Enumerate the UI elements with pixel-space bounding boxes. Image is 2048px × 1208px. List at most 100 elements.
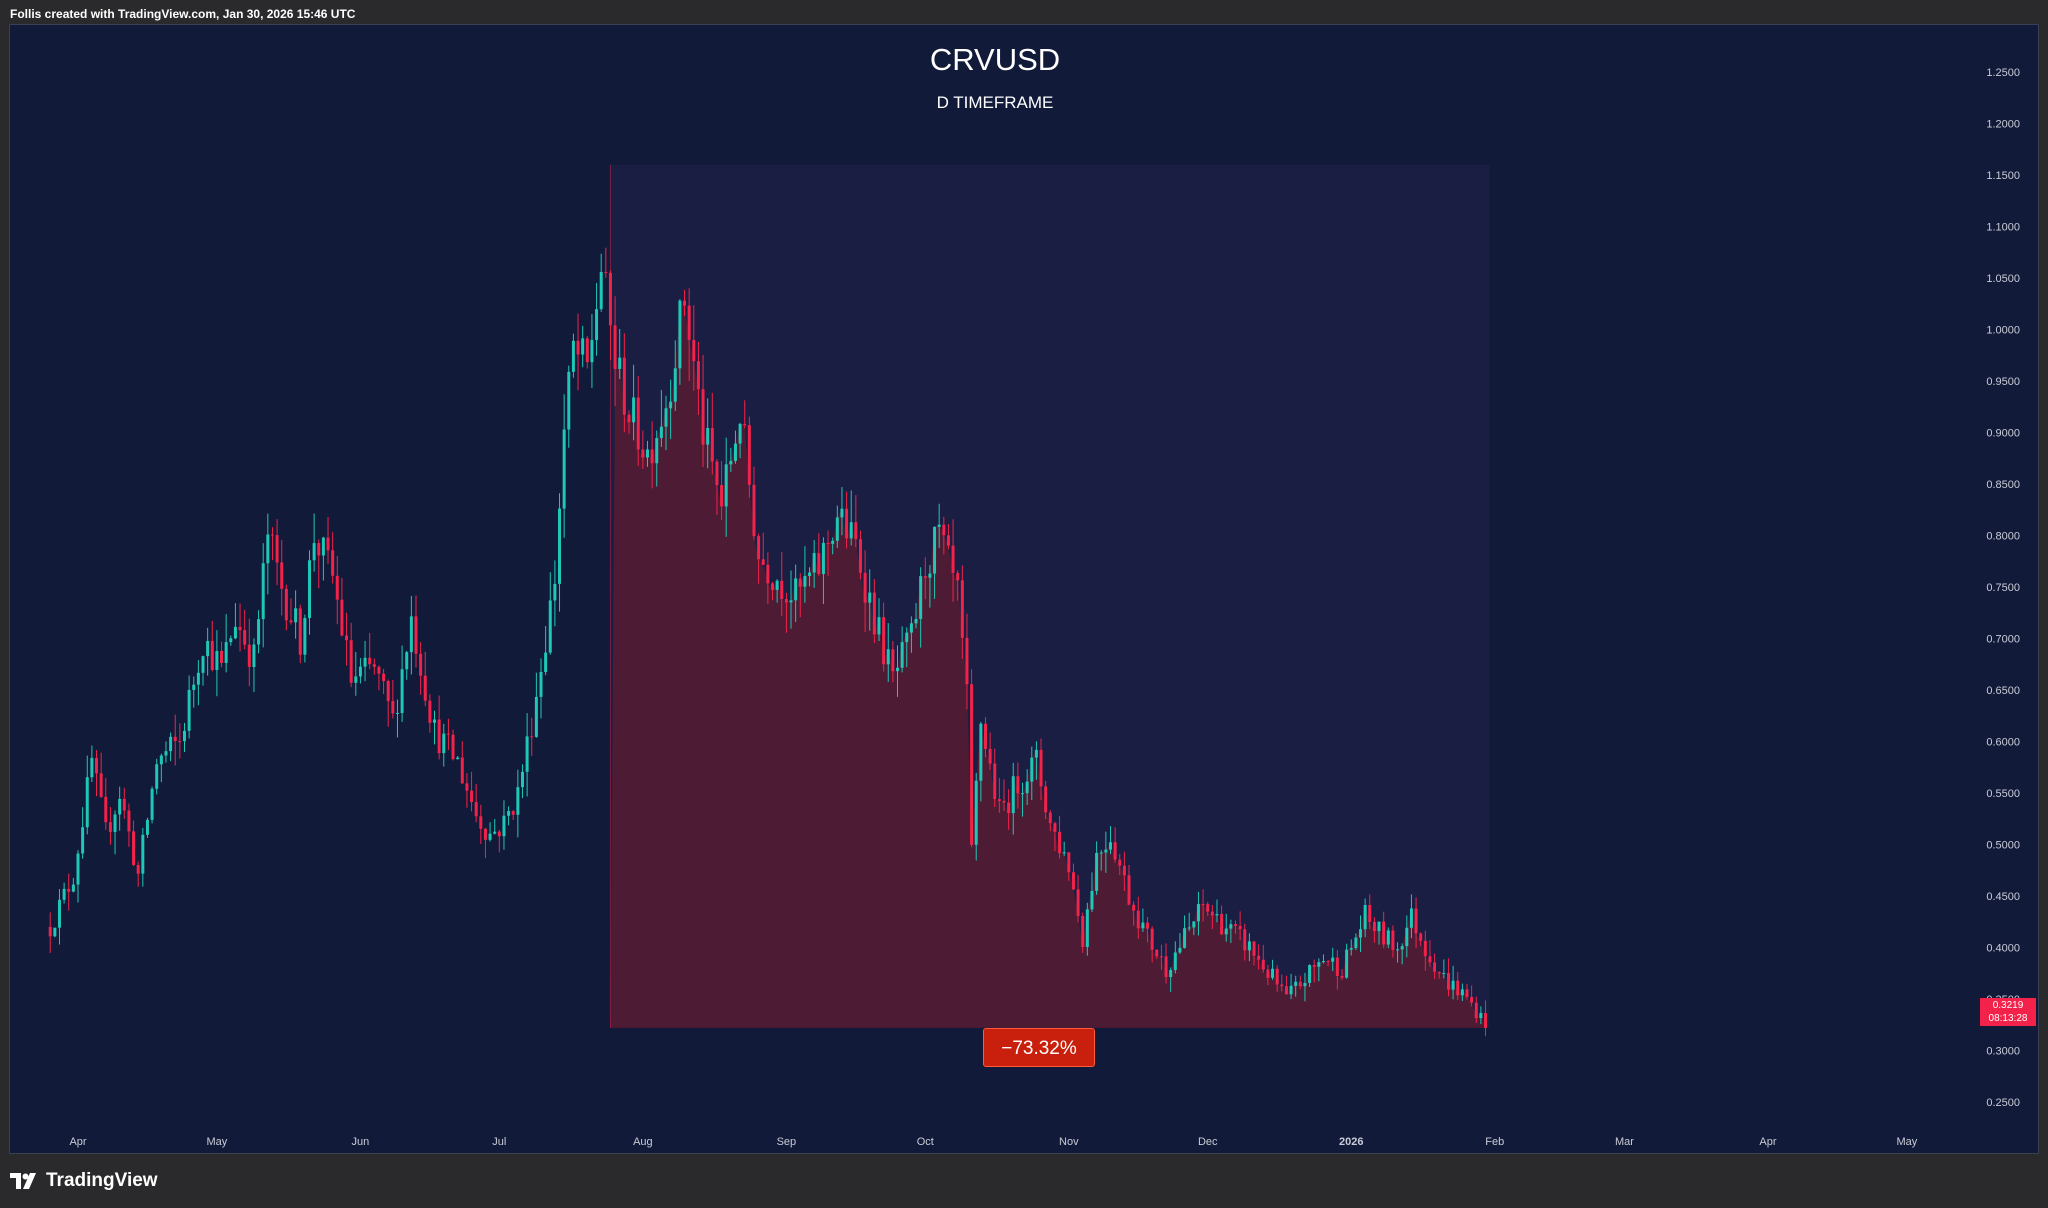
candle-body xyxy=(1021,793,1025,795)
last-price-tag: 0.3219 08:13:28 xyxy=(1980,998,2036,1026)
candle xyxy=(405,650,409,680)
candle-body xyxy=(900,642,904,668)
candle-body xyxy=(1252,941,1256,956)
price-tick-label: 0.7500 xyxy=(1986,582,2020,594)
candle-body xyxy=(919,576,923,619)
candle xyxy=(178,723,182,759)
candle-body xyxy=(1081,915,1085,947)
candle-body xyxy=(284,588,288,621)
candle-body xyxy=(1187,927,1191,929)
candle xyxy=(1331,947,1335,972)
candle-body xyxy=(1442,973,1446,975)
candle-body xyxy=(497,831,501,837)
candle-body xyxy=(270,534,274,536)
tradingview-logo[interactable]: TradingView xyxy=(10,1168,158,1194)
candle xyxy=(1173,941,1177,974)
candle xyxy=(1474,996,1478,1023)
candle xyxy=(1146,916,1150,943)
candle-body xyxy=(733,443,737,461)
candle-body xyxy=(446,733,450,735)
candle xyxy=(562,394,566,538)
candle-body xyxy=(858,539,862,573)
candle-body xyxy=(1377,921,1381,932)
candle xyxy=(127,803,131,847)
candle-body xyxy=(405,652,409,670)
candle-body xyxy=(1071,872,1075,890)
candle xyxy=(238,603,242,652)
candle xyxy=(544,625,548,676)
candle xyxy=(1247,933,1251,962)
candle xyxy=(141,827,145,887)
candle-body xyxy=(928,573,932,578)
candle-body xyxy=(196,672,200,685)
percent-change-badge: −73.32% xyxy=(983,1028,1095,1067)
candle xyxy=(308,550,311,635)
candle xyxy=(99,752,103,798)
candle-body xyxy=(1141,922,1145,929)
candle xyxy=(1234,920,1237,934)
candle-body xyxy=(164,751,168,756)
candle xyxy=(747,416,751,498)
candle xyxy=(1127,864,1131,906)
candle xyxy=(761,532,765,565)
candle-body xyxy=(1257,955,1261,960)
chart-title: CRVUSD xyxy=(929,42,1061,77)
candle-body xyxy=(590,340,594,363)
candle-body xyxy=(1247,941,1251,951)
candle-body xyxy=(48,926,52,937)
candle xyxy=(368,632,372,670)
price-tick-label: 0.4000 xyxy=(1986,943,2020,955)
candle xyxy=(1275,965,1279,992)
candle xyxy=(48,912,52,953)
time-tick-label: Aug xyxy=(633,1136,653,1148)
time-axis: Apr May Jun Jul Aug Sep Oct Nov Dec 2026 Feb Mar Apr… xyxy=(69,1136,1917,1148)
candle-body xyxy=(729,460,733,465)
candle-body xyxy=(1062,852,1066,854)
candle xyxy=(599,253,603,312)
candle-body xyxy=(266,534,270,564)
candle xyxy=(632,364,636,441)
candle-body xyxy=(845,508,849,539)
candle xyxy=(1271,959,1275,980)
candle-body xyxy=(530,736,534,738)
candle-body xyxy=(1067,852,1071,873)
price-tick-label: 0.6500 xyxy=(1986,685,2020,697)
candle-body xyxy=(1317,962,1321,967)
candle xyxy=(1081,912,1085,953)
candle-body xyxy=(159,755,163,765)
candle xyxy=(1090,872,1094,912)
candle xyxy=(1326,960,1330,967)
candle xyxy=(428,694,432,733)
candle-body xyxy=(562,429,566,509)
candle-body xyxy=(659,426,663,439)
candle xyxy=(752,466,756,540)
candle xyxy=(539,658,543,719)
candle-body xyxy=(104,796,108,823)
candle xyxy=(1423,930,1427,971)
candle xyxy=(266,513,270,595)
candle-body xyxy=(1030,757,1034,782)
candle xyxy=(673,340,677,411)
candle-body xyxy=(1039,749,1043,787)
candle xyxy=(794,564,798,623)
candle-body xyxy=(863,572,867,603)
candle xyxy=(303,614,307,663)
candle-body xyxy=(57,899,61,928)
candle xyxy=(516,769,520,838)
candle xyxy=(104,777,108,830)
candle-body xyxy=(474,802,478,817)
candle-body xyxy=(970,684,974,845)
candle-body xyxy=(1206,904,1210,912)
candle xyxy=(1396,942,1400,963)
measure-range-layer xyxy=(609,164,1490,1028)
candle-body xyxy=(1382,921,1386,945)
candle-body xyxy=(826,542,830,544)
candle xyxy=(1141,908,1145,932)
candle-body xyxy=(775,580,779,590)
candle-body xyxy=(1261,959,1265,970)
time-tick-label: Feb xyxy=(1485,1136,1504,1148)
candle xyxy=(243,609,247,650)
candle-body xyxy=(298,608,302,655)
candle-body xyxy=(1016,776,1020,794)
